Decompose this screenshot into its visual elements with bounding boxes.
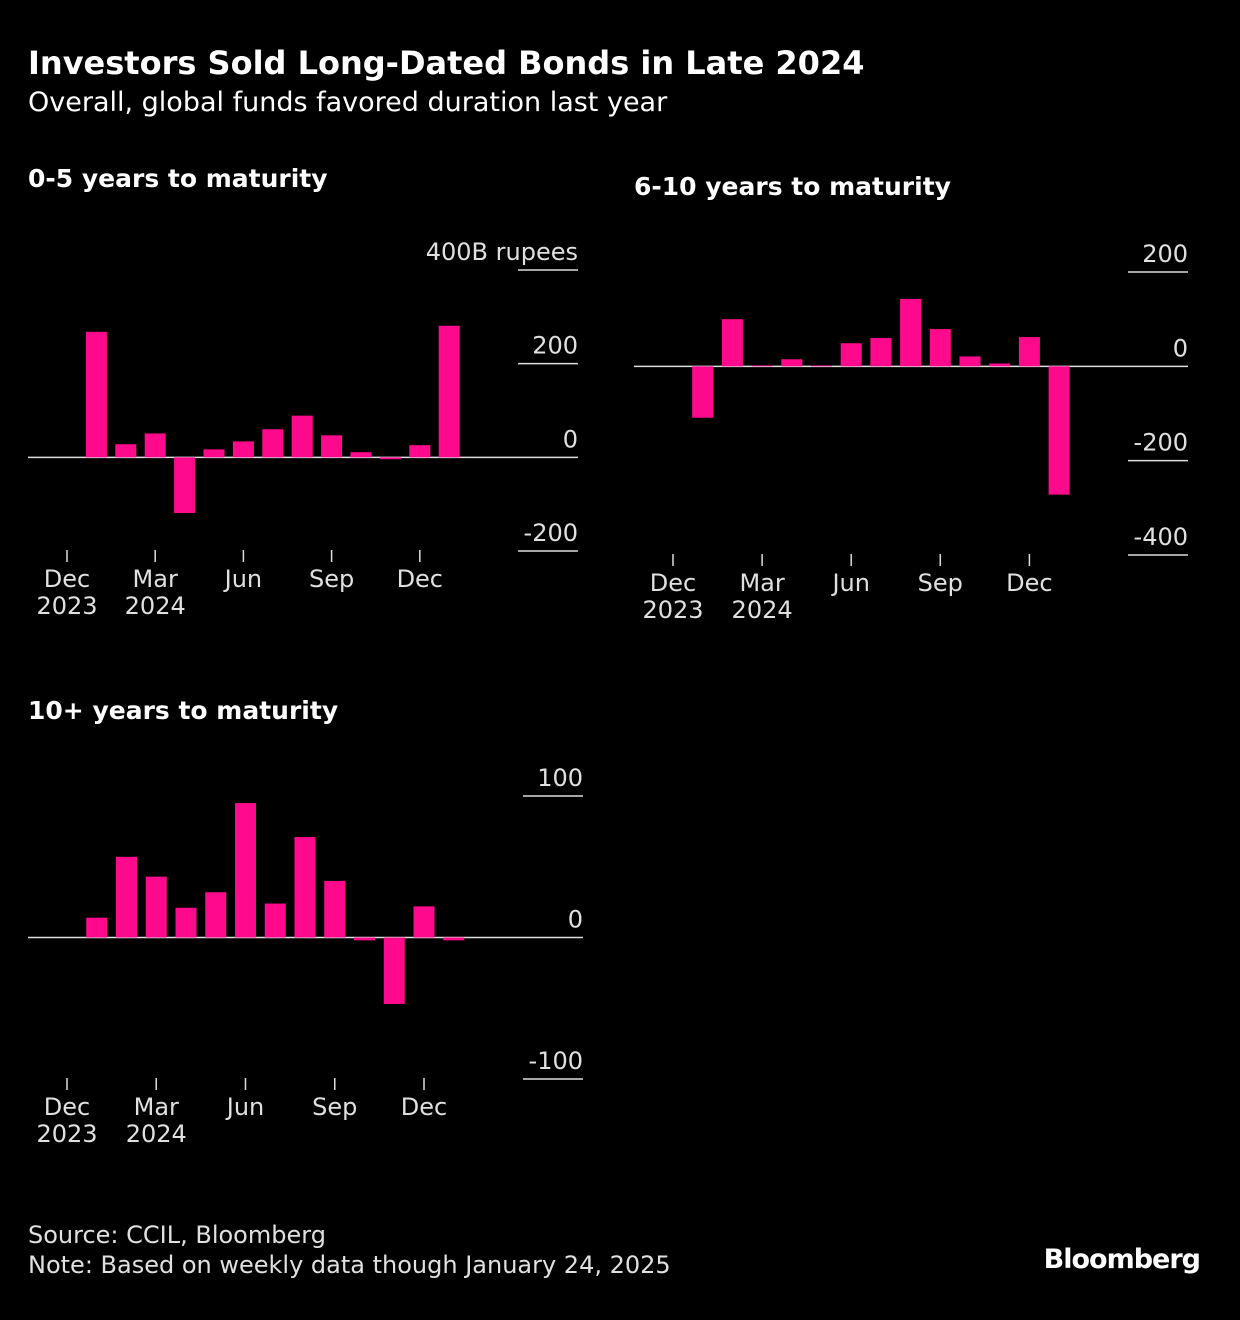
x-tick-label: Dec 2023 xyxy=(36,1093,97,1148)
y-tick-label: 100 xyxy=(537,764,583,792)
bar xyxy=(870,338,892,367)
bar xyxy=(692,366,714,418)
x-tick-label: Sep xyxy=(312,1093,357,1121)
bar xyxy=(205,892,227,938)
bar xyxy=(413,906,435,938)
bar xyxy=(379,457,401,460)
bar xyxy=(145,876,167,938)
bar xyxy=(350,452,372,458)
y-tick-label: 0 xyxy=(1173,334,1188,362)
x-tick-label: Sep xyxy=(309,565,354,593)
x-tick-label: Mar 2024 xyxy=(732,569,793,624)
bar xyxy=(1048,366,1070,495)
x-tick-label: Dec 2023 xyxy=(36,565,97,620)
y-tick-label: 400B rupees xyxy=(426,238,578,266)
bar xyxy=(324,880,346,938)
note: Note: Based on weekly data though Januar… xyxy=(28,1251,671,1279)
bar xyxy=(144,433,166,458)
x-tick-label: Jun xyxy=(223,565,263,593)
bar xyxy=(989,363,1011,367)
y-tick-label: 0 xyxy=(563,425,578,453)
bar xyxy=(721,319,743,367)
x-tick-label: Dec xyxy=(401,1093,447,1121)
x-tick-label: Mar 2024 xyxy=(126,1093,187,1148)
bar xyxy=(443,937,465,941)
bar xyxy=(1018,337,1040,367)
y-tick-label: -200 xyxy=(1134,429,1188,457)
bar xyxy=(115,444,137,458)
bar xyxy=(781,359,803,367)
bar xyxy=(438,325,460,458)
bar xyxy=(929,329,951,367)
chart-title: 0-5 years to maturity xyxy=(28,164,328,193)
bar xyxy=(409,445,431,458)
bar xyxy=(900,298,922,367)
bar xyxy=(264,903,286,938)
y-tick-label: 0 xyxy=(568,906,583,934)
x-tick-label: Jun xyxy=(830,569,870,597)
bar xyxy=(959,356,981,367)
bar xyxy=(174,457,196,514)
y-tick-label: 200 xyxy=(532,332,578,360)
bar xyxy=(86,917,108,938)
x-tick-label: Sep xyxy=(918,569,963,597)
chart-title: 10+ years to maturity xyxy=(28,696,338,725)
bar xyxy=(291,415,313,458)
y-tick-label: 200 xyxy=(1142,240,1188,268)
y-tick-label: -400 xyxy=(1134,523,1188,551)
bar xyxy=(383,937,405,1005)
bar xyxy=(85,331,107,458)
logo: Bloomberg xyxy=(1044,1244,1200,1275)
x-tick-label: Dec xyxy=(1006,569,1052,597)
bar xyxy=(321,435,343,458)
bar xyxy=(294,837,316,938)
x-tick-label: Dec 2023 xyxy=(642,569,703,624)
bar xyxy=(235,803,256,938)
subtitle: Overall, global funds favored duration l… xyxy=(28,87,668,118)
bar xyxy=(262,429,284,458)
bar xyxy=(175,907,197,938)
bar xyxy=(203,449,225,458)
bar xyxy=(116,856,137,938)
bar xyxy=(354,937,375,941)
bar xyxy=(811,365,832,367)
y-tick-label: -200 xyxy=(524,519,578,547)
chart-title: 6-10 years to maturity xyxy=(634,172,951,201)
x-tick-label: Mar 2024 xyxy=(125,565,186,620)
title: Investors Sold Long-Dated Bonds in Late … xyxy=(28,44,864,82)
x-tick-label: Dec xyxy=(397,565,443,593)
bar xyxy=(751,365,773,367)
source: Source: CCIL, Bloomberg xyxy=(28,1221,326,1249)
bar xyxy=(840,343,862,367)
x-tick-label: Jun xyxy=(225,1093,265,1121)
bar xyxy=(232,441,254,458)
y-tick-label: -100 xyxy=(529,1047,583,1075)
